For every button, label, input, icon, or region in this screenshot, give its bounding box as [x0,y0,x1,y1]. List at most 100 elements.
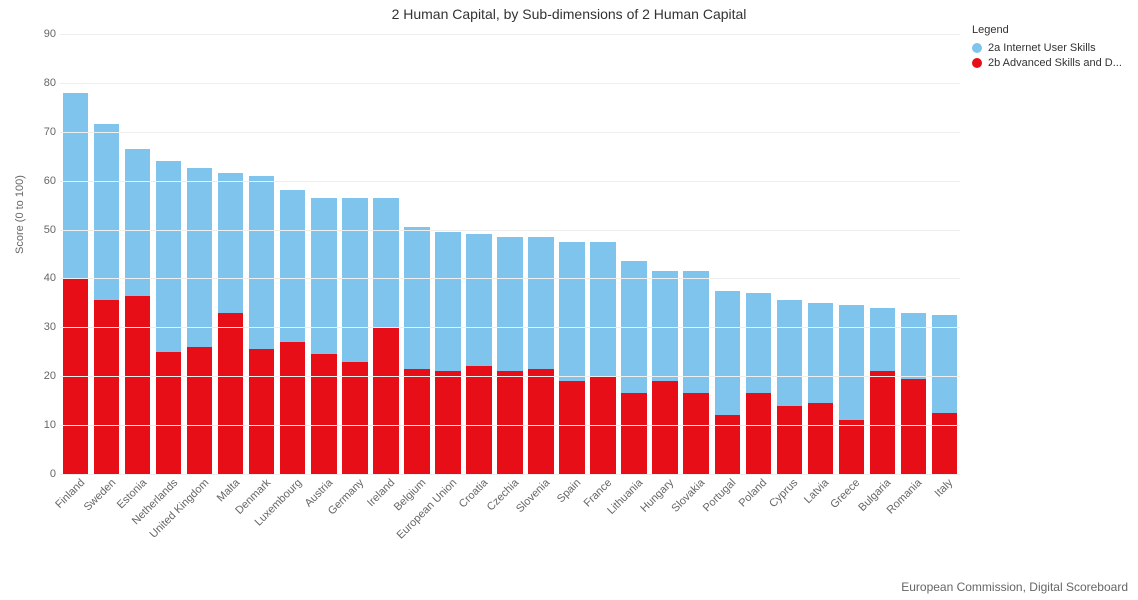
bar-segment-internet [528,237,553,369]
y-tick-label: 10 [26,419,56,431]
bar-group: Malta [218,34,243,474]
grid-line [60,34,960,35]
bar-segment-internet [373,198,398,328]
legend-item: 2a Internet User Skills [972,42,1130,54]
legend-label: 2a Internet User Skills [988,42,1096,54]
chart-title: 2 Human Capital, by Sub-dimensions of 2 … [0,6,1138,22]
grid-line [60,132,960,133]
bar-group: Netherlands [156,34,181,474]
legend-title: Legend [972,24,1130,36]
bar-segment-advanced [932,413,957,474]
grid-line [60,327,960,328]
grid-line [60,181,960,182]
bar-group: Portugal [715,34,740,474]
bar-segment-internet [652,271,677,381]
bar-segment-advanced [559,381,584,474]
bar-segment-internet [746,293,771,393]
bars-layer: FinlandSwedenEstoniaNetherlandsUnited Ki… [60,34,960,474]
bar-segment-advanced [746,393,771,474]
bar-segment-internet [683,271,708,393]
bar-segment-advanced [187,347,212,474]
bar-group: Bulgaria [870,34,895,474]
bar-segment-advanced [808,403,833,474]
bar-group: Austria [311,34,336,474]
bar-segment-internet [559,242,584,381]
bar-segment-internet [870,308,895,372]
bar-group: Lithuania [621,34,646,474]
grid-line [60,278,960,279]
bar-segment-advanced [777,406,802,474]
y-tick-label: 80 [26,77,56,89]
grid-line [60,474,960,475]
bar-segment-advanced [404,369,429,474]
bar-segment-internet [404,227,429,369]
y-tick-label: 70 [26,126,56,138]
legend-swatch [972,43,982,53]
bar-segment-internet [342,198,367,362]
legend-item: 2b Advanced Skills and D... [972,57,1130,69]
bar-segment-internet [125,149,150,296]
bar-segment-advanced [280,342,305,474]
bar-segment-advanced [839,420,864,474]
grid-line [60,376,960,377]
y-tick-label: 0 [26,468,56,480]
bar-group: Spain [559,34,584,474]
bar-segment-advanced [311,354,336,474]
y-axis-title: Score (0 to 100) [14,175,26,254]
y-tick-label: 60 [26,175,56,187]
legend-swatch [972,58,982,68]
bar-segment-internet [249,176,274,350]
bar-segment-advanced [435,371,460,474]
y-tick-label: 40 [26,272,56,284]
bar-segment-internet [932,315,957,413]
chart-container: 2 Human Capital, by Sub-dimensions of 2 … [0,0,1138,600]
bar-segment-internet [280,190,305,342]
bar-group: Hungary [652,34,677,474]
bar-segment-advanced [125,296,150,474]
bar-group: Germany [342,34,367,474]
bar-segment-internet [777,300,802,405]
x-tick-label: Portugal [701,477,738,514]
grid-line [60,230,960,231]
bar-segment-advanced [528,369,553,474]
bar-segment-internet [156,161,181,352]
x-tick-label: Poland [737,477,770,510]
bar-segment-advanced [497,371,522,474]
bar-segment-internet [590,242,615,376]
bar-segment-internet [63,93,88,279]
bar-segment-internet [218,173,243,312]
x-tick-label: Sweden [81,477,118,514]
bar-segment-advanced [218,313,243,474]
bar-group: Latvia [808,34,833,474]
bar-segment-internet [466,234,491,366]
x-tick-label: Italy [933,477,956,500]
bar-group: Greece [839,34,864,474]
bar-group: Poland [746,34,771,474]
bar-group: Denmark [249,34,274,474]
bar-group: Croatia [466,34,491,474]
bar-segment-advanced [156,352,181,474]
bar-group: Sweden [94,34,119,474]
bar-segment-advanced [683,393,708,474]
bar-segment-internet [715,291,740,416]
bar-group: United Kingdom [187,34,212,474]
x-tick-label: Malta [214,477,242,505]
legend-label: 2b Advanced Skills and D... [988,57,1122,69]
bar-segment-internet [187,168,212,346]
y-tick-label: 30 [26,321,56,333]
bar-segment-advanced [342,362,367,474]
bar-group: Slovakia [683,34,708,474]
bar-segment-advanced [249,349,274,474]
y-tick-label: 20 [26,370,56,382]
bar-group: Czechia [497,34,522,474]
x-tick-label: Hungary [639,477,677,515]
bar-segment-advanced [373,327,398,474]
bar-group: Luxembourg [280,34,305,474]
legend: Legend 2a Internet User Skills 2b Advance… [972,24,1130,72]
bar-group: European Union [435,34,460,474]
bar-segment-advanced [466,366,491,474]
bar-group: Estonia [125,34,150,474]
bar-segment-advanced [652,381,677,474]
bar-group: Ireland [373,34,398,474]
bar-segment-internet [435,232,460,371]
